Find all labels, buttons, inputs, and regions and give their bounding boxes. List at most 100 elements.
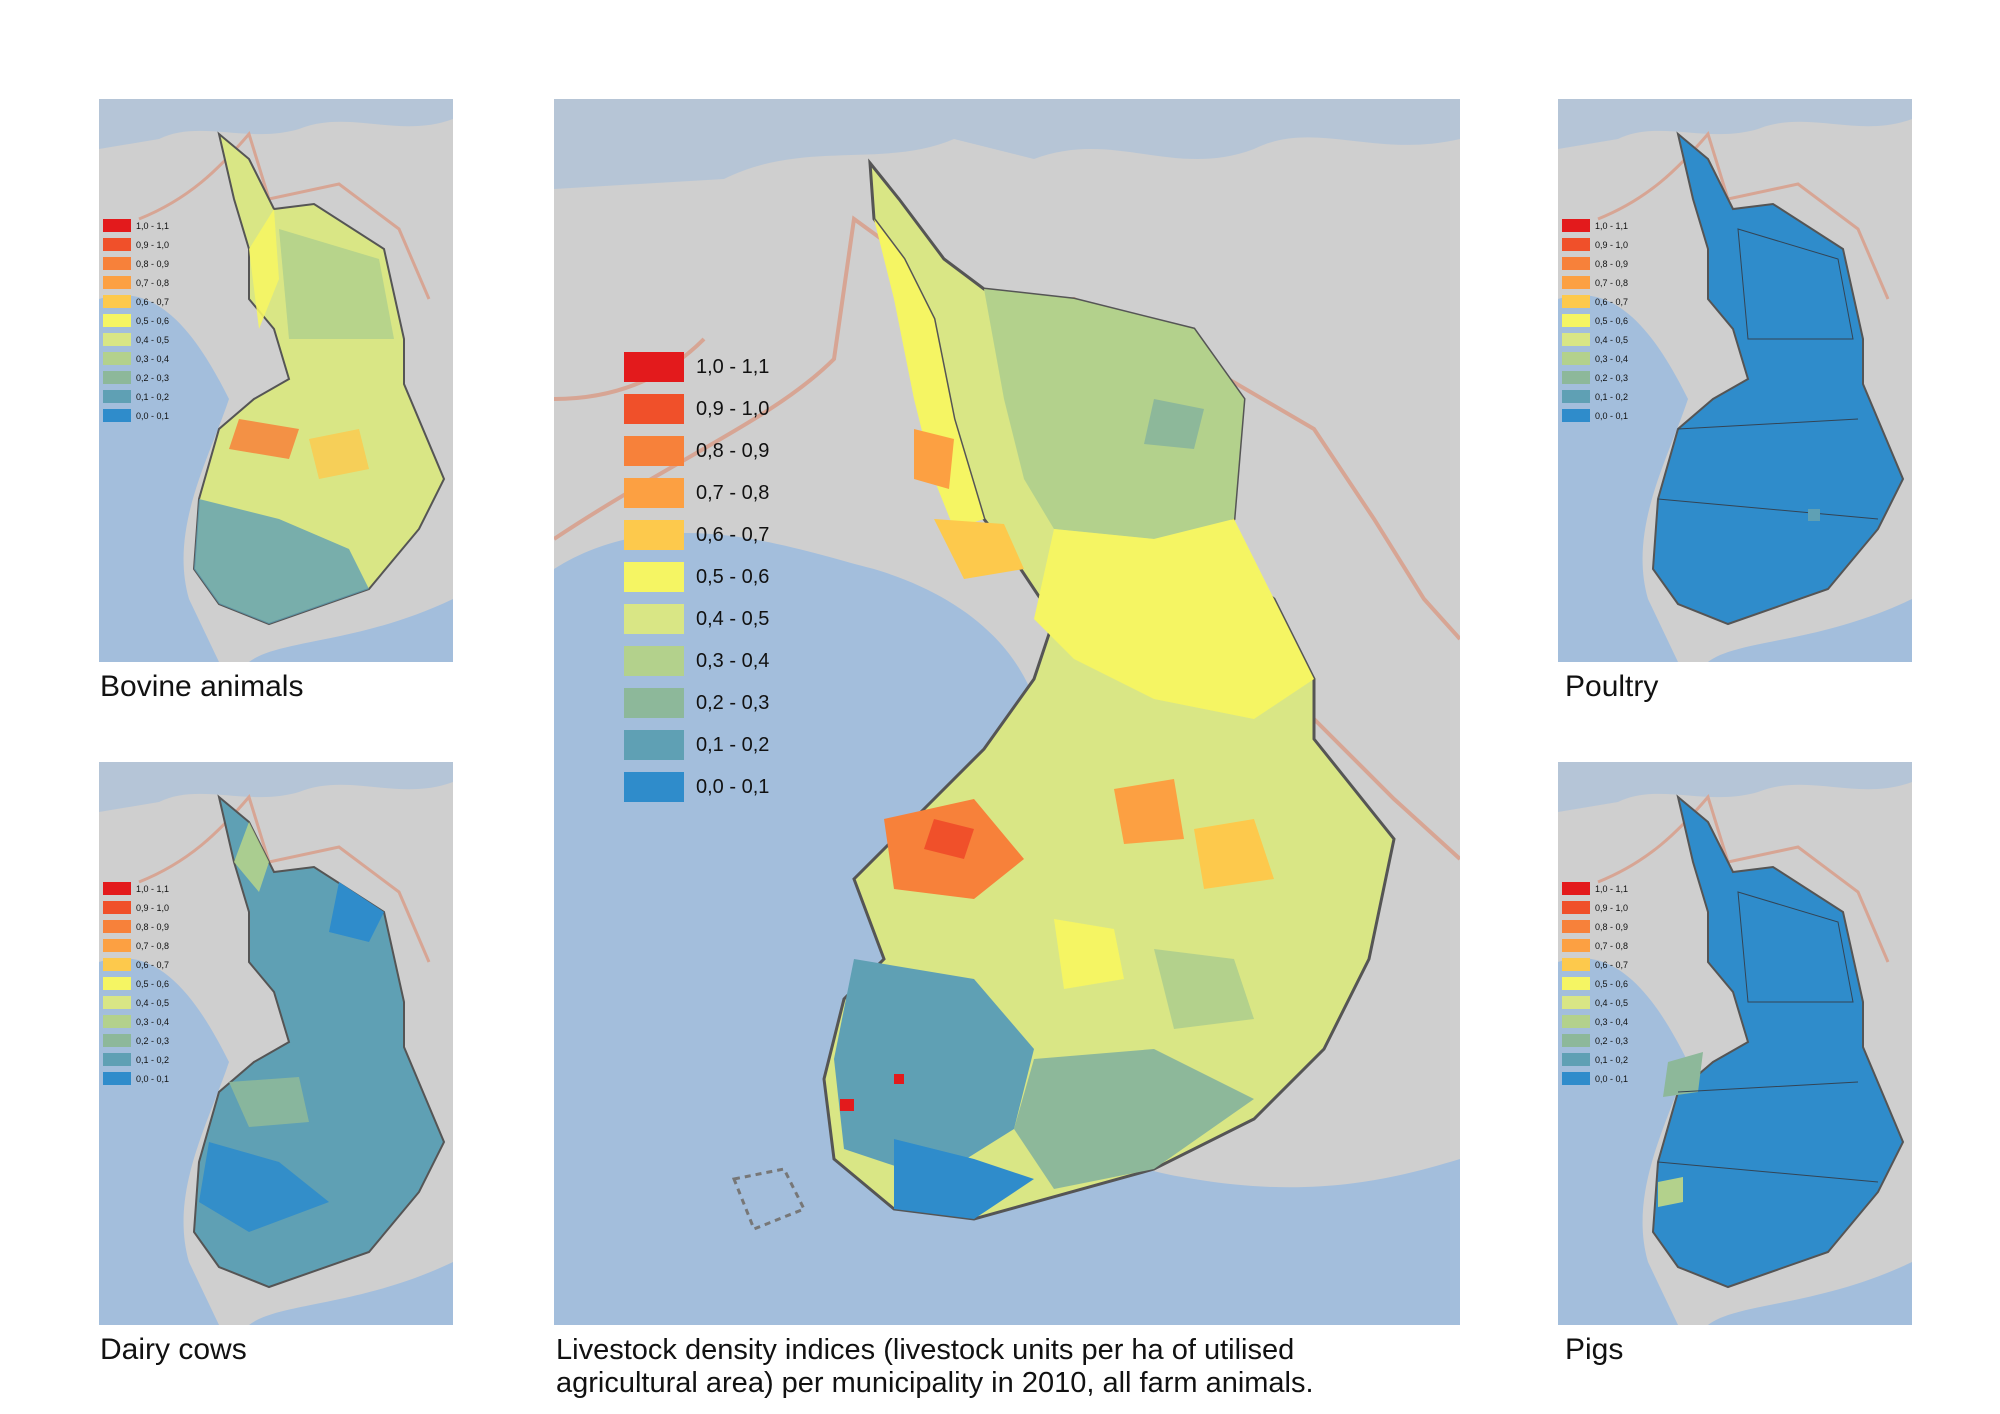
- legend-swatch: [1562, 958, 1590, 971]
- legend-label: 0,6 - 0,7: [1595, 959, 1629, 970]
- legend-swatch: [103, 882, 131, 895]
- legend-label: 0,9 - 1,0: [136, 239, 170, 250]
- legend-row: 0,5 - 0,6: [1562, 974, 1628, 993]
- legend-label: 0,4 - 0,5: [1595, 997, 1629, 1008]
- legend-label: 1,0 - 1,1: [136, 883, 170, 894]
- legend-swatch: [624, 436, 684, 466]
- legend-label: 0,8 - 0,9: [1595, 921, 1629, 932]
- legend-swatch: [1562, 314, 1590, 327]
- legend-row: 0,8 - 0,9: [624, 430, 769, 472]
- bovine-map-graphic: [99, 99, 453, 662]
- legend-swatch: [624, 352, 684, 382]
- legend-label: 0,4 - 0,5: [1595, 334, 1629, 345]
- legend-label: 0,1 - 0,2: [696, 733, 770, 756]
- legend-label: 0,3 - 0,4: [696, 649, 770, 672]
- legend-label: 0,7 - 0,8: [136, 940, 170, 951]
- main-caption-line1: Livestock density indices (livestock uni…: [556, 1334, 1295, 1366]
- legend-row: 0,3 - 0,4: [103, 1012, 169, 1031]
- legend-row: 0,8 - 0,9: [1562, 917, 1628, 936]
- legend-row: 0,8 - 0,9: [1562, 254, 1628, 273]
- legend-swatch: [1562, 295, 1590, 308]
- legend-row: 0,6 - 0,7: [103, 955, 169, 974]
- legend-row: 0,9 - 1,0: [624, 388, 769, 430]
- main-caption-line2: agricultural area) per municipality in 2…: [556, 1367, 1314, 1399]
- map-dairy-cows: 1,0 - 1,1 0,9 - 1,0 0,8 - 0,9 0,7 - 0,8 0,6 …: [99, 762, 453, 1325]
- legend-row: 0,9 - 1,0: [1562, 235, 1628, 254]
- legend-label: 0,0 - 0,1: [136, 410, 170, 421]
- dairy-map-graphic: [99, 762, 453, 1325]
- legend-swatch: [103, 1072, 131, 1085]
- legend-row: 0,6 - 0,7: [624, 514, 769, 556]
- legend-swatch: [1562, 1072, 1590, 1085]
- legend-label: 0,8 - 0,9: [136, 921, 170, 932]
- legend-swatch: [1562, 977, 1590, 990]
- legend-label: 0,4 - 0,5: [136, 997, 170, 1008]
- legend-label: 0,0 - 0,1: [136, 1073, 170, 1084]
- legend-label: 0,7 - 0,8: [1595, 277, 1629, 288]
- legend-label: 0,6 - 0,7: [136, 296, 170, 307]
- legend-swatch: [624, 562, 684, 592]
- legend-swatch: [103, 939, 131, 952]
- poultry-map-graphic: [1558, 99, 1912, 662]
- legend-swatch: [103, 295, 131, 308]
- legend-swatch: [103, 1034, 131, 1047]
- legend-row: 0,4 - 0,5: [1562, 993, 1628, 1012]
- legend-swatch: [1562, 409, 1590, 422]
- legend-swatch: [624, 772, 684, 802]
- legend-label: 0,9 - 1,0: [696, 397, 770, 420]
- legend-label: 0,9 - 1,0: [1595, 239, 1629, 250]
- main-map-graphic: [554, 99, 1460, 1325]
- legend-swatch: [624, 604, 684, 634]
- legend-row: 1,0 - 1,1: [1562, 216, 1628, 235]
- legend-label: 0,0 - 0,1: [1595, 1073, 1629, 1084]
- legend-row: 1,0 - 1,1: [103, 879, 169, 898]
- main-legend: 1,0 - 1,1 0,9 - 1,0 0,8 - 0,9 0,7 - 0,8 0,6 …: [624, 346, 769, 808]
- legend-label: 0,2 - 0,3: [696, 691, 770, 714]
- legend-label: 0,5 - 0,6: [696, 565, 770, 588]
- legend-label: 0,8 - 0,9: [696, 439, 770, 462]
- legend-label: 0,2 - 0,3: [136, 372, 170, 383]
- legend-row: 0,1 - 0,2: [1562, 387, 1628, 406]
- bovine-caption: Bovine animals: [100, 670, 304, 703]
- legend-row: 0,3 - 0,4: [1562, 349, 1628, 368]
- legend-row: 0,2 - 0,3: [1562, 1031, 1628, 1050]
- legend-swatch: [1562, 920, 1590, 933]
- dairy-legend: 1,0 - 1,1 0,9 - 1,0 0,8 - 0,9 0,7 - 0,8 0,6 …: [103, 879, 169, 1088]
- legend-row: 0,0 - 0,1: [1562, 406, 1628, 425]
- legend-swatch: [624, 478, 684, 508]
- legend-label: 0,3 - 0,4: [136, 1016, 170, 1027]
- legend-label: 1,0 - 1,1: [1595, 883, 1629, 894]
- legend-row: 0,7 - 0,8: [1562, 936, 1628, 955]
- legend-swatch: [103, 901, 131, 914]
- legend-row: 0,9 - 1,0: [1562, 898, 1628, 917]
- legend-swatch: [103, 314, 131, 327]
- legend-row: 1,0 - 1,1: [103, 216, 169, 235]
- map-poultry: 1,0 - 1,1 0,9 - 1,0 0,8 - 0,9 0,7 - 0,8 0,6 …: [1558, 99, 1912, 662]
- poultry-caption: Poultry: [1565, 670, 1659, 703]
- legend-swatch: [1562, 1015, 1590, 1028]
- map-all-farm-animals: 1,0 - 1,1 0,9 - 1,0 0,8 - 0,9 0,7 - 0,8 0,6 …: [554, 99, 1460, 1325]
- legend-label: 1,0 - 1,1: [696, 355, 770, 378]
- legend-label: 0,8 - 0,9: [1595, 258, 1629, 269]
- legend-swatch: [103, 920, 131, 933]
- dairy-caption: Dairy cows: [100, 1333, 247, 1366]
- legend-swatch: [103, 257, 131, 270]
- legend-row: 0,3 - 0,4: [1562, 1012, 1628, 1031]
- legend-label: 0,5 - 0,6: [1595, 978, 1629, 989]
- pigs-legend: 1,0 - 1,1 0,9 - 1,0 0,8 - 0,9 0,7 - 0,8 0,6 …: [1562, 879, 1628, 1088]
- legend-row: 0,2 - 0,3: [103, 368, 169, 387]
- legend-row: 0,3 - 0,4: [624, 640, 769, 682]
- legend-row: 0,0 - 0,1: [103, 1069, 169, 1088]
- legend-label: 0,5 - 0,6: [136, 315, 170, 326]
- legend-swatch: [103, 371, 131, 384]
- legend-row: 0,0 - 0,1: [1562, 1069, 1628, 1088]
- legend-swatch: [624, 520, 684, 550]
- legend-swatch: [103, 409, 131, 422]
- legend-label: 0,4 - 0,5: [136, 334, 170, 345]
- legend-label: 0,2 - 0,3: [1595, 372, 1629, 383]
- legend-swatch: [1562, 901, 1590, 914]
- legend-row: 0,1 - 0,2: [624, 724, 769, 766]
- legend-label: 0,0 - 0,1: [1595, 410, 1629, 421]
- legend-swatch: [1562, 276, 1590, 289]
- legend-swatch: [1562, 882, 1590, 895]
